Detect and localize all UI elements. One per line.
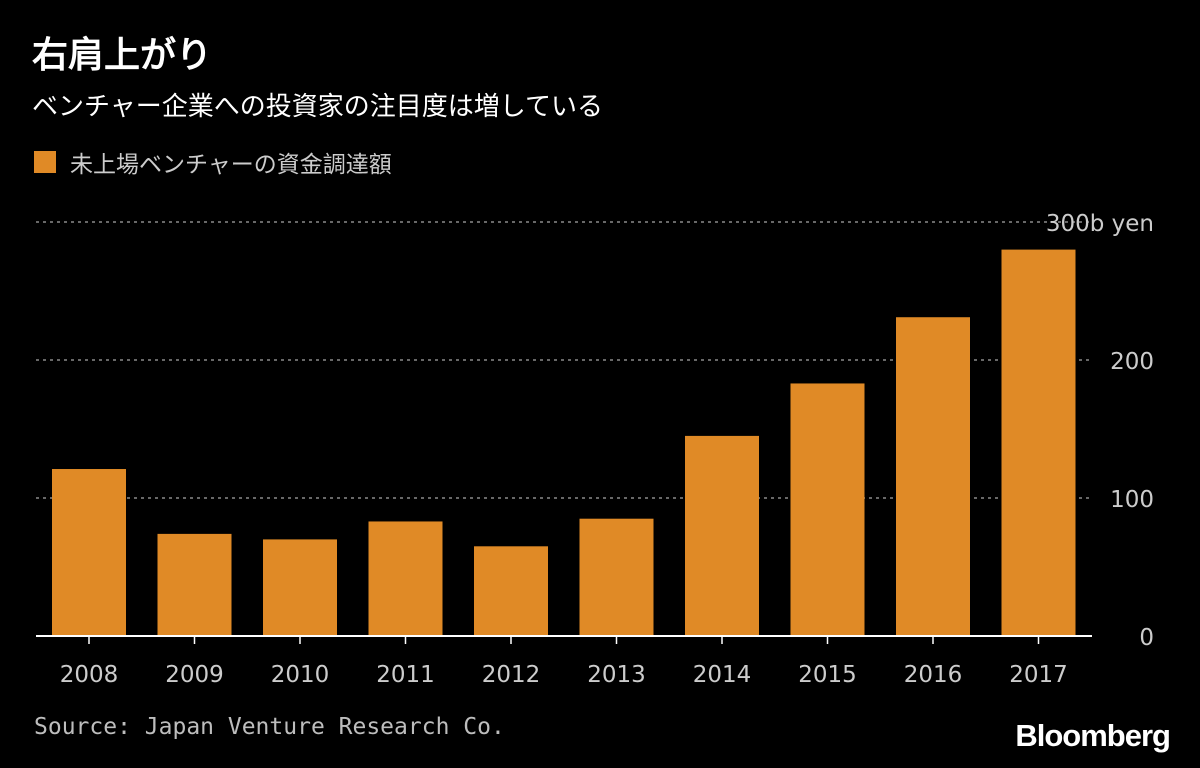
y-tick-label: 100 [1110,487,1154,513]
x-tick-label: 2013 [587,662,646,688]
bar-2012 [474,546,548,636]
bloomberg-logo: Bloomberg [1015,718,1171,753]
bar-2015 [790,383,865,636]
bar-2017 [1001,249,1076,636]
chart-subtitle: ベンチャー企業への投資家の注目度は増している [32,92,603,122]
y-tick-label: 200 [1110,349,1154,375]
bars [52,249,1076,636]
source-note: Source: Japan Venture Research Co. [34,714,505,740]
legend-label: 未上場ベンチャーの資金調達額 [70,152,392,178]
x-tick-label: 2016 [904,662,963,688]
bar-2011 [368,521,443,636]
legend: 未上場ベンチャーの資金調達額 [34,146,392,178]
x-tick-label: 2008 [60,662,119,688]
bar-2016 [896,317,970,636]
bar-2008 [52,469,126,636]
gridlines [36,221,1092,499]
y-tick-label: 0 [1139,625,1154,651]
legend-swatch [34,151,56,173]
x-tick-label: 2009 [165,662,224,688]
bar-2009 [157,533,232,636]
x-tick-label: 2017 [1009,662,1068,688]
bar-2014 [685,435,759,636]
chart-title: 右肩上がり [32,35,213,76]
bar-2013 [579,518,654,636]
y-tick-label: 300b yen [1046,211,1154,237]
x-tick-label: 2010 [271,662,330,688]
x-tick-label: 2014 [693,662,752,688]
axes: 0 100 200 300b yen 2008 2009 2010 2011 2012 2013 2… [36,211,1154,688]
x-tick-label: 2012 [482,662,541,688]
x-tick-label: 2011 [376,662,435,688]
x-tick-label: 2015 [798,662,857,688]
bar-2010 [263,539,337,636]
